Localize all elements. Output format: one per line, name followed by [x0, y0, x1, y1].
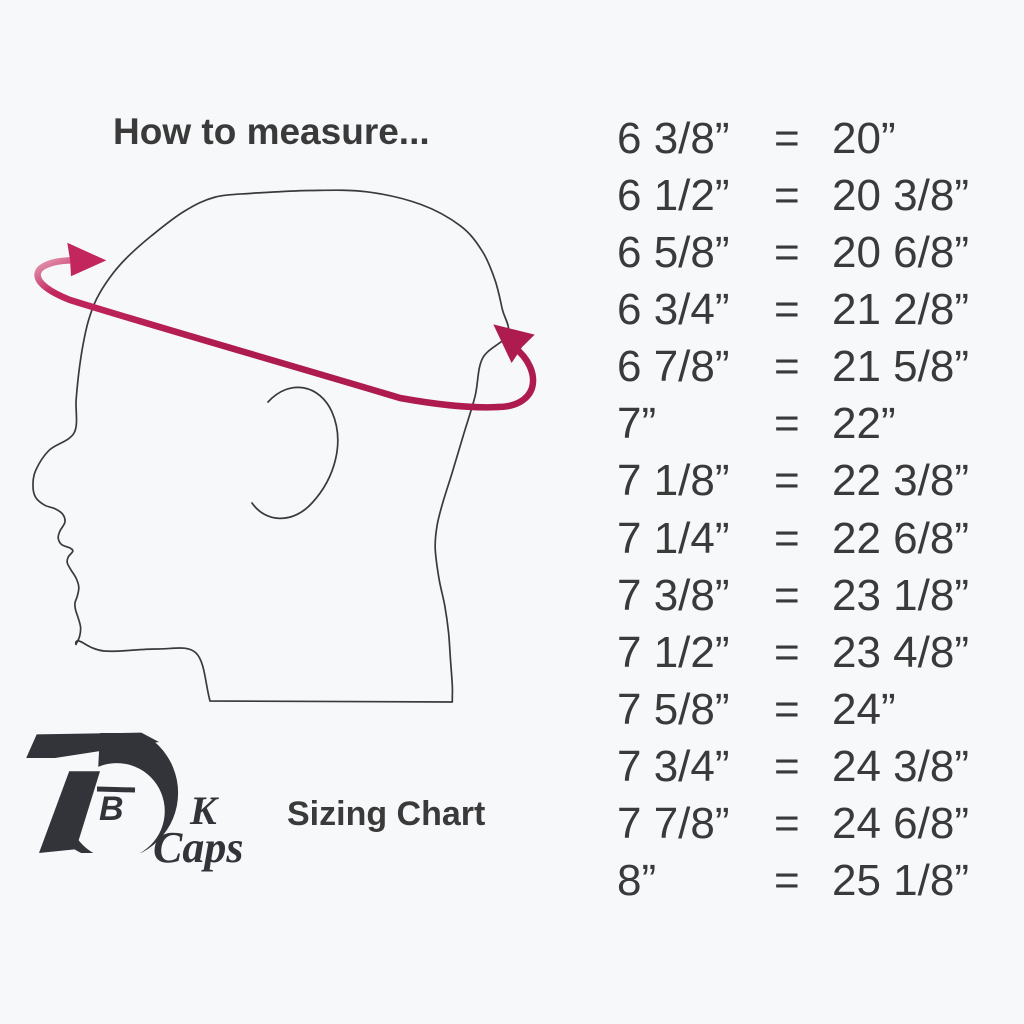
svg-text:Caps: Caps — [153, 823, 243, 872]
svg-text:21 5/8”: 21 5/8” — [832, 342, 969, 391]
svg-text:24 3/8”: 24 3/8” — [832, 742, 969, 791]
svg-text:7 1/4”: 7 1/4” — [617, 514, 730, 563]
svg-text:22 3/8”: 22 3/8” — [832, 456, 969, 505]
svg-text:23 4/8”: 23 4/8” — [832, 628, 969, 677]
svg-text:=: = — [774, 285, 800, 334]
svg-text:6 3/4”: 6 3/4” — [617, 285, 730, 334]
svg-text:7 3/8”: 7 3/8” — [617, 571, 730, 620]
svg-text:=: = — [774, 114, 800, 163]
svg-text:=: = — [774, 628, 800, 677]
svg-text:=: = — [774, 171, 800, 220]
svg-text:=: = — [774, 856, 800, 905]
svg-text:=: = — [774, 228, 800, 277]
svg-text:20”: 20” — [832, 114, 896, 163]
svg-text:22 6/8”: 22 6/8” — [832, 514, 969, 563]
svg-text:=: = — [774, 456, 800, 505]
svg-text:7 1/8”: 7 1/8” — [617, 456, 730, 505]
svg-text:6 7/8”: 6 7/8” — [617, 342, 730, 391]
svg-text:7 5/8”: 7 5/8” — [617, 685, 730, 734]
svg-text:7 1/2”: 7 1/2” — [617, 628, 730, 677]
svg-text:7 7/8”: 7 7/8” — [617, 799, 730, 848]
svg-text:7 3/4”: 7 3/4” — [617, 742, 730, 791]
svg-text:=: = — [774, 571, 800, 620]
svg-text:7”: 7” — [617, 399, 656, 448]
svg-text:6 1/2”: 6 1/2” — [617, 171, 730, 220]
svg-text:24 6/8”: 24 6/8” — [832, 799, 969, 848]
svg-text:24”: 24” — [832, 685, 896, 734]
svg-text:20 3/8”: 20 3/8” — [832, 171, 969, 220]
svg-text:20 6/8”: 20 6/8” — [832, 228, 969, 277]
svg-text:How to measure...: How to measure... — [113, 111, 430, 152]
svg-text:=: = — [774, 742, 800, 791]
svg-text:22”: 22” — [832, 399, 896, 448]
svg-text:6 5/8”: 6 5/8” — [617, 228, 730, 277]
svg-text:25 1/8”: 25 1/8” — [832, 856, 969, 905]
svg-text:=: = — [774, 514, 800, 563]
svg-text:=: = — [774, 399, 800, 448]
svg-text:Sizing Chart: Sizing Chart — [287, 795, 485, 833]
svg-text:21 2/8”: 21 2/8” — [832, 285, 969, 334]
svg-text:8”: 8” — [617, 856, 656, 905]
svg-text:23 1/8”: 23 1/8” — [832, 571, 969, 620]
svg-text:6 3/8”: 6 3/8” — [617, 114, 730, 163]
svg-text:=: = — [774, 685, 800, 734]
svg-text:B: B — [99, 790, 124, 828]
svg-text:=: = — [774, 342, 800, 391]
svg-text:=: = — [774, 799, 800, 848]
